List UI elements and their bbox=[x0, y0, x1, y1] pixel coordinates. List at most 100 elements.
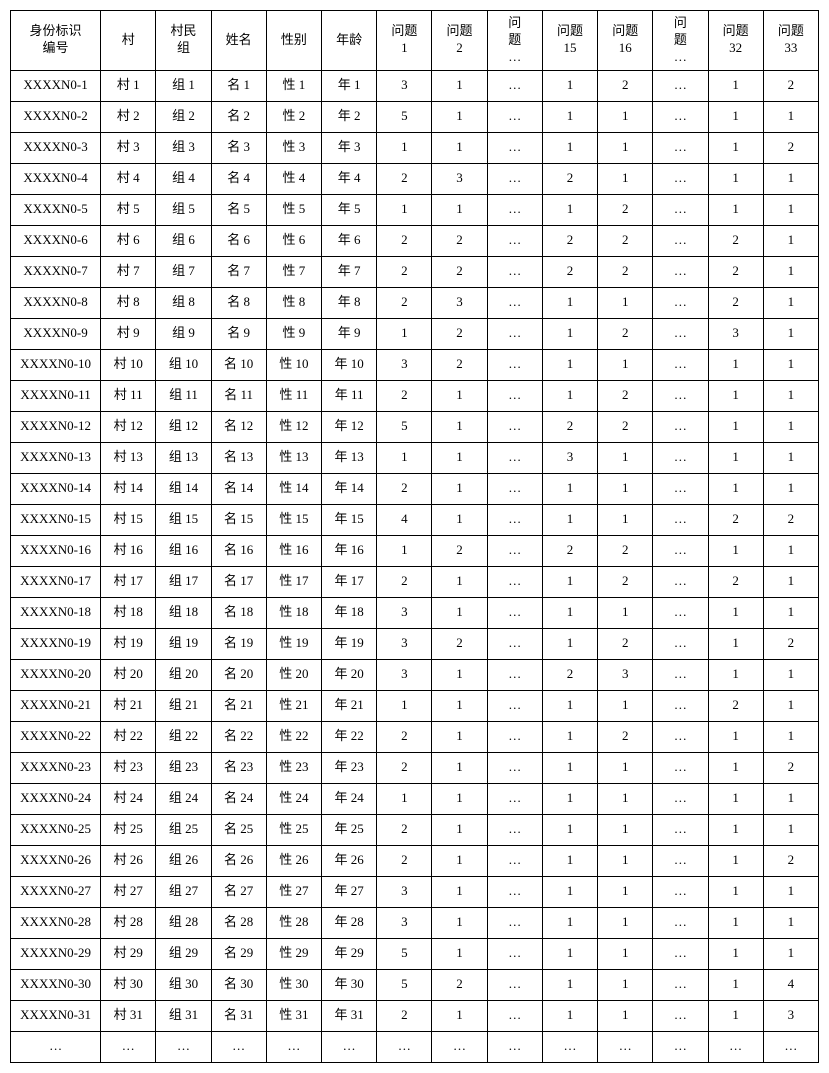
cell-group: 组 25 bbox=[156, 814, 211, 845]
cell-gender: 性 24 bbox=[266, 783, 321, 814]
cell-qdots2: … bbox=[653, 969, 708, 1000]
cell-q16: 2 bbox=[598, 628, 653, 659]
cell-q2: 3 bbox=[432, 163, 487, 194]
cell-qdots2: … bbox=[653, 473, 708, 504]
cell-qdots2: … bbox=[653, 814, 708, 845]
cell-q32: 1 bbox=[708, 349, 763, 380]
cell-group: 组 27 bbox=[156, 876, 211, 907]
cell-age: 年 3 bbox=[322, 132, 377, 163]
cell-qdots1: … bbox=[487, 752, 542, 783]
cell-name: 名 17 bbox=[211, 566, 266, 597]
cell-group: 组 23 bbox=[156, 752, 211, 783]
cell-q33: 1 bbox=[763, 907, 818, 938]
cell-q1: … bbox=[377, 1031, 432, 1062]
cell-q32: 1 bbox=[708, 535, 763, 566]
cell-q16: … bbox=[598, 1031, 653, 1062]
cell-name: 名 26 bbox=[211, 845, 266, 876]
cell-gender: 性 22 bbox=[266, 721, 321, 752]
cell-q2: 1 bbox=[432, 659, 487, 690]
cell-group: 组 8 bbox=[156, 287, 211, 318]
cell-q16: 1 bbox=[598, 287, 653, 318]
cell-gender: … bbox=[266, 1031, 321, 1062]
cell-q16: 2 bbox=[598, 535, 653, 566]
cell-q33: 1 bbox=[763, 287, 818, 318]
cell-q32: 1 bbox=[708, 845, 763, 876]
cell-q16: 1 bbox=[598, 783, 653, 814]
col-header-id: 身份标识编号 bbox=[11, 11, 101, 71]
cell-q16: 1 bbox=[598, 442, 653, 473]
cell-qdots2: … bbox=[653, 535, 708, 566]
cell-age: 年 29 bbox=[322, 938, 377, 969]
cell-q32: 1 bbox=[708, 907, 763, 938]
cell-q1: 4 bbox=[377, 504, 432, 535]
cell-village: 村 15 bbox=[101, 504, 156, 535]
cell-group: 组 21 bbox=[156, 690, 211, 721]
cell-name: 名 14 bbox=[211, 473, 266, 504]
cell-group: 组 30 bbox=[156, 969, 211, 1000]
cell-village: 村 23 bbox=[101, 752, 156, 783]
cell-age: 年 25 bbox=[322, 814, 377, 845]
cell-q16: 1 bbox=[598, 938, 653, 969]
data-table: 身份标识编号村村民组姓名性别年龄问题1问题2问题…问题15问题16问题…问题32… bbox=[10, 10, 819, 1063]
cell-qdots2: … bbox=[653, 783, 708, 814]
cell-gender: 性 6 bbox=[266, 225, 321, 256]
cell-name: 名 30 bbox=[211, 969, 266, 1000]
cell-q2: 2 bbox=[432, 318, 487, 349]
cell-id: XXXXN0-6 bbox=[11, 225, 101, 256]
cell-q2: 1 bbox=[432, 132, 487, 163]
cell-qdots1: … bbox=[487, 225, 542, 256]
cell-name: 名 15 bbox=[211, 504, 266, 535]
table-row: XXXXN0-5村 5组 5名 5性 5年 511…12…11 bbox=[11, 194, 819, 225]
cell-gender: 性 16 bbox=[266, 535, 321, 566]
table-row: XXXXN0-6村 6组 6名 6性 6年 622…22…21 bbox=[11, 225, 819, 256]
cell-q2: 1 bbox=[432, 1000, 487, 1031]
cell-id: XXXXN0-10 bbox=[11, 349, 101, 380]
cell-q1: 2 bbox=[377, 752, 432, 783]
cell-id: XXXXN0-13 bbox=[11, 442, 101, 473]
cell-name: 名 1 bbox=[211, 70, 266, 101]
cell-group: 组 7 bbox=[156, 256, 211, 287]
cell-age: 年 27 bbox=[322, 876, 377, 907]
cell-q2: 1 bbox=[432, 876, 487, 907]
col-header-name: 姓名 bbox=[211, 11, 266, 71]
cell-q16: 1 bbox=[598, 876, 653, 907]
cell-q16: 1 bbox=[598, 907, 653, 938]
cell-q2: 1 bbox=[432, 194, 487, 225]
cell-group: 组 15 bbox=[156, 504, 211, 535]
cell-qdots1: … bbox=[487, 659, 542, 690]
cell-id: XXXXN0-29 bbox=[11, 938, 101, 969]
cell-name: 名 28 bbox=[211, 907, 266, 938]
cell-q32: 2 bbox=[708, 256, 763, 287]
cell-q2: 2 bbox=[432, 225, 487, 256]
cell-age: 年 12 bbox=[322, 411, 377, 442]
cell-id: XXXXN0-11 bbox=[11, 380, 101, 411]
cell-q1: 5 bbox=[377, 411, 432, 442]
cell-name: 名 3 bbox=[211, 132, 266, 163]
cell-q16: 1 bbox=[598, 473, 653, 504]
table-row: XXXXN0-9村 9组 9名 9性 9年 912…12…31 bbox=[11, 318, 819, 349]
table-row: …………………………………… bbox=[11, 1031, 819, 1062]
cell-qdots2: … bbox=[653, 70, 708, 101]
cell-qdots1: … bbox=[487, 287, 542, 318]
cell-q16: 1 bbox=[598, 349, 653, 380]
cell-name: … bbox=[211, 1031, 266, 1062]
cell-qdots1: … bbox=[487, 783, 542, 814]
cell-gender: 性 20 bbox=[266, 659, 321, 690]
cell-q2: 1 bbox=[432, 442, 487, 473]
cell-age: 年 10 bbox=[322, 349, 377, 380]
cell-q16: 2 bbox=[598, 318, 653, 349]
cell-village: 村 13 bbox=[101, 442, 156, 473]
cell-age: 年 17 bbox=[322, 566, 377, 597]
cell-q1: 1 bbox=[377, 318, 432, 349]
cell-qdots1: … bbox=[487, 721, 542, 752]
cell-q1: 3 bbox=[377, 349, 432, 380]
cell-gender: 性 15 bbox=[266, 504, 321, 535]
table-row: XXXXN0-31村 31组 31名 31性 31年 3121…11…13 bbox=[11, 1000, 819, 1031]
cell-gender: 性 12 bbox=[266, 411, 321, 442]
table-row: XXXXN0-10村 10组 10名 10性 10年 1032…11…11 bbox=[11, 349, 819, 380]
cell-village: 村 4 bbox=[101, 163, 156, 194]
cell-qdots1: … bbox=[487, 70, 542, 101]
cell-q33: 2 bbox=[763, 504, 818, 535]
cell-q15: 1 bbox=[542, 597, 597, 628]
cell-q33: 2 bbox=[763, 70, 818, 101]
